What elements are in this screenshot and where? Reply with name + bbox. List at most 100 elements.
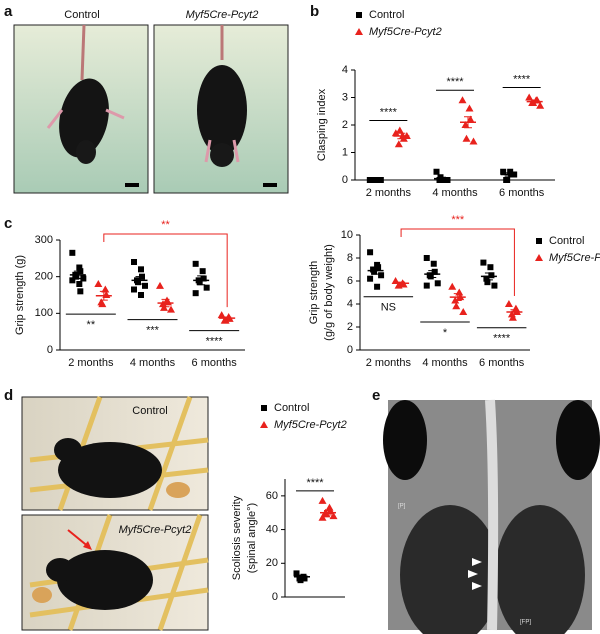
dot bbox=[69, 249, 76, 256]
mri-image: [P] [FP] bbox=[383, 399, 600, 634]
dot bbox=[452, 302, 461, 310]
error-bar bbox=[397, 132, 406, 140]
y-axis-label: Grip strength (g) bbox=[14, 255, 26, 335]
significance-label: *** bbox=[146, 325, 160, 337]
dot bbox=[462, 134, 471, 142]
dot bbox=[394, 281, 403, 289]
dot bbox=[318, 496, 327, 504]
error-bar bbox=[484, 272, 493, 281]
dot bbox=[196, 279, 203, 286]
x-tick-label: 4 months bbox=[422, 357, 468, 369]
error-bar bbox=[298, 574, 306, 579]
x-tick-label: 6 months bbox=[192, 357, 238, 369]
dot bbox=[433, 168, 440, 175]
error-bar bbox=[161, 298, 170, 308]
dot bbox=[138, 292, 144, 298]
dot bbox=[221, 316, 230, 324]
panel-letter: a bbox=[4, 3, 13, 20]
dot bbox=[483, 275, 490, 282]
y-tick-label: 200 bbox=[35, 271, 53, 283]
error-bar bbox=[504, 172, 513, 177]
dot bbox=[367, 275, 374, 282]
dot bbox=[378, 272, 385, 279]
y-tick-label: 40 bbox=[266, 523, 278, 535]
dot bbox=[101, 285, 110, 293]
error-bar bbox=[464, 116, 472, 129]
x-tick-label: 6 months bbox=[479, 357, 525, 369]
bracket-label: *** bbox=[451, 214, 465, 226]
y-tick-label: 2 bbox=[347, 321, 353, 333]
dot bbox=[427, 273, 434, 280]
error-bar bbox=[428, 270, 437, 279]
significance-label: **** bbox=[513, 73, 531, 85]
dot bbox=[167, 305, 175, 313]
x-tick-label: 4 months bbox=[130, 357, 176, 369]
y-tick-label: 2 bbox=[342, 119, 348, 131]
dot bbox=[371, 268, 378, 275]
dot bbox=[138, 266, 144, 273]
mri-label: [FP] bbox=[520, 620, 531, 626]
y-axis-label: Clasping index bbox=[316, 88, 328, 161]
dot bbox=[217, 311, 226, 319]
error-bar bbox=[197, 275, 206, 286]
dot bbox=[525, 93, 534, 101]
dot bbox=[395, 126, 404, 134]
error-bar bbox=[371, 266, 380, 275]
y-tick-label: 300 bbox=[35, 234, 53, 246]
panel-letter: e bbox=[372, 387, 380, 404]
mri-label: [P] bbox=[398, 504, 406, 510]
y-tick-label: 6 bbox=[347, 275, 353, 287]
y-tick-label: 4 bbox=[342, 64, 348, 76]
dot bbox=[488, 272, 495, 279]
panel-letter: b bbox=[310, 3, 319, 20]
y-tick-label: 3 bbox=[342, 91, 348, 103]
dot bbox=[199, 268, 206, 275]
dot bbox=[487, 264, 494, 271]
dot bbox=[459, 308, 468, 316]
y-tick-label: 20 bbox=[266, 557, 278, 569]
y-tick-label: 4 bbox=[347, 298, 353, 310]
significance-label: **** bbox=[206, 336, 224, 348]
dot bbox=[455, 288, 464, 296]
photo-control-side: Control bbox=[21, 396, 209, 511]
legend-label: Myf5Cre-Pcyt2 bbox=[549, 252, 600, 264]
dot bbox=[458, 96, 467, 104]
error-bar bbox=[438, 176, 446, 181]
dot bbox=[160, 303, 168, 311]
panel-letter: d bbox=[4, 387, 13, 404]
bracket bbox=[400, 228, 515, 296]
bracket-label: ** bbox=[161, 219, 170, 231]
legend-marker bbox=[535, 254, 543, 261]
significance-label: NS bbox=[381, 302, 396, 314]
x-tick-label: 2 months bbox=[366, 187, 412, 199]
dot bbox=[131, 259, 137, 265]
dot bbox=[69, 277, 76, 284]
dot bbox=[491, 282, 498, 289]
y-tick-label: 10 bbox=[341, 229, 353, 241]
dot bbox=[98, 300, 107, 308]
y-tick-label: 0 bbox=[347, 344, 353, 356]
dot bbox=[192, 260, 199, 267]
error-bar bbox=[324, 510, 332, 516]
error-bar bbox=[99, 290, 108, 301]
legend-marker bbox=[261, 405, 267, 411]
error-bar bbox=[397, 281, 406, 285]
legend-label: Control bbox=[274, 402, 309, 414]
dot bbox=[431, 268, 438, 275]
dot bbox=[423, 282, 430, 289]
dot bbox=[329, 512, 338, 520]
dot bbox=[448, 282, 457, 290]
error-bar bbox=[135, 276, 144, 285]
error-bar bbox=[223, 316, 232, 320]
dot bbox=[80, 275, 87, 282]
dot bbox=[142, 282, 148, 289]
dot bbox=[76, 281, 83, 287]
dot bbox=[73, 273, 80, 280]
y-tick-label: 0 bbox=[272, 591, 278, 603]
dot bbox=[391, 129, 400, 137]
dot bbox=[434, 280, 441, 287]
error-bar bbox=[530, 99, 539, 104]
dot bbox=[131, 286, 137, 293]
